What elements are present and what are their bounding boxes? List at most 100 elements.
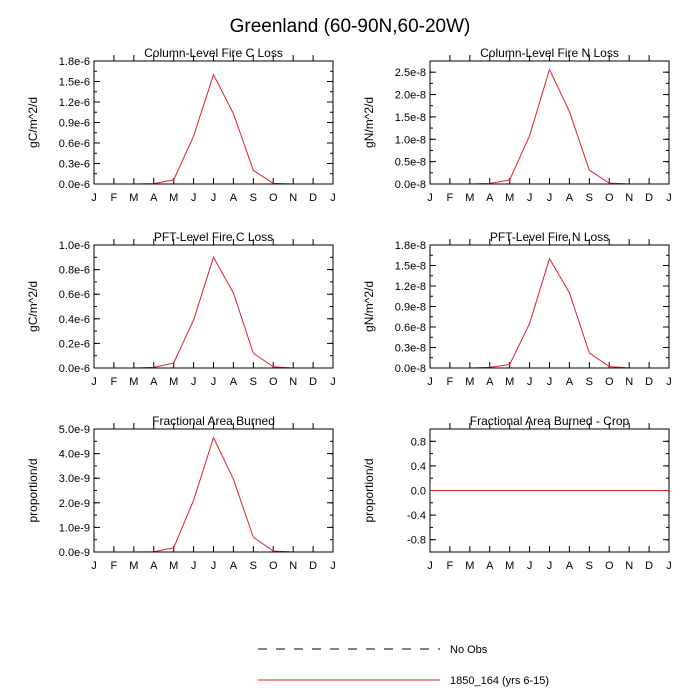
- x-tick-label: J: [527, 376, 533, 388]
- y-tick-label: -0.8: [407, 535, 426, 547]
- y-tick-label: 1.8e-8: [395, 240, 426, 252]
- x-tick-label: J: [91, 376, 97, 388]
- x-tick-label: N: [625, 376, 633, 388]
- series-line: [94, 256, 333, 369]
- x-tick-label: S: [586, 376, 593, 388]
- y-tick-label: 0.0e-9: [59, 547, 90, 559]
- series-line: [430, 257, 669, 369]
- x-tick-label: A: [566, 376, 574, 388]
- x-tick-label: O: [605, 560, 614, 572]
- chart-title: PFT-Level Fire N Loss: [490, 230, 609, 244]
- y-axis-label: gN/m^2/d: [362, 281, 376, 332]
- legend-model-label: 1850_164 (yrs 6-15): [450, 675, 549, 687]
- y-tick-label: 0.0e-8: [395, 179, 426, 191]
- legend: No Obs 1850_164 (yrs 6-15): [258, 644, 549, 687]
- x-tick-label: M: [129, 192, 138, 204]
- x-tick-label: A: [486, 560, 494, 572]
- x-tick-label: J: [211, 192, 217, 204]
- plot-frame: [429, 244, 670, 369]
- x-tick-label: J: [666, 560, 672, 572]
- y-tick-label: 0.6e-6: [59, 138, 90, 150]
- y-tick-label: 5.0e-9: [59, 424, 90, 436]
- legend-no-obs-label: No Obs: [450, 644, 488, 656]
- figure-title: Greenland (60-90N,60-20W): [230, 16, 471, 37]
- x-tick-label: M: [169, 560, 178, 572]
- x-tick-label: F: [111, 560, 118, 572]
- x-tick-label: J: [191, 192, 197, 204]
- x-tick-label: M: [505, 376, 514, 388]
- x-tick-label: M: [505, 192, 514, 204]
- y-axis-label: gN/m^2/d: [362, 97, 376, 148]
- y-tick-label: 1.0e-9: [59, 522, 90, 534]
- x-tick-label: A: [230, 192, 238, 204]
- y-tick-label: 0.4e-6: [59, 314, 90, 326]
- x-tick-label: J: [330, 192, 336, 204]
- y-tick-label: 0.6e-8: [395, 322, 426, 334]
- x-tick-label: M: [465, 560, 474, 572]
- series-line: [430, 68, 669, 185]
- y-tick-label: 2.0e-9: [59, 498, 90, 510]
- x-tick-label: M: [169, 376, 178, 388]
- y-tick-label: 2.0e-8: [395, 90, 426, 102]
- x-tick-label: M: [465, 192, 474, 204]
- x-tick-label: N: [289, 560, 297, 572]
- y-axis-label: gC/m^2/d: [26, 97, 40, 148]
- x-tick-label: A: [230, 376, 238, 388]
- plot-frame: [93, 244, 334, 369]
- x-tick-label: F: [447, 376, 454, 388]
- x-tick-label: F: [111, 376, 118, 388]
- y-tick-label: 1.0e-8: [395, 134, 426, 146]
- x-tick-label: D: [309, 192, 317, 204]
- chart-title: Column-Level Fire N Loss: [480, 46, 619, 60]
- x-tick-label: J: [527, 192, 533, 204]
- x-tick-label: F: [111, 192, 118, 204]
- x-tick-label: J: [527, 560, 533, 572]
- y-tick-label: 0.9e-6: [59, 118, 90, 130]
- x-tick-label: O: [269, 560, 278, 572]
- x-tick-label: A: [566, 192, 574, 204]
- y-tick-label: 1.2e-8: [395, 281, 426, 293]
- y-tick-label: 0.0e-6: [59, 179, 90, 191]
- y-axis-label: proportion/d: [26, 458, 40, 522]
- x-tick-label: J: [330, 376, 336, 388]
- series-line: [94, 436, 333, 553]
- chart-title: Fractional Area Burned: [152, 414, 275, 428]
- x-tick-label: F: [447, 560, 454, 572]
- x-tick-label: M: [465, 376, 474, 388]
- x-tick-label: O: [269, 376, 278, 388]
- x-tick-label: M: [505, 560, 514, 572]
- x-tick-label: M: [169, 192, 178, 204]
- x-tick-label: D: [645, 376, 653, 388]
- plot-frame: [93, 60, 334, 185]
- y-tick-label: 1.0e-6: [59, 240, 90, 252]
- x-tick-label: J: [191, 560, 197, 572]
- x-tick-label: N: [625, 560, 633, 572]
- y-tick-label: 1.5e-8: [395, 261, 426, 273]
- y-tick-label: 0.8: [411, 436, 426, 448]
- y-tick-label: 0.0e-8: [395, 363, 426, 375]
- chart-title: PFT-Level Fire C Loss: [154, 230, 273, 244]
- x-tick-label: N: [625, 192, 633, 204]
- x-tick-label: F: [447, 192, 454, 204]
- x-tick-label: J: [666, 376, 672, 388]
- x-tick-label: N: [289, 192, 297, 204]
- x-tick-label: A: [150, 560, 158, 572]
- y-tick-label: 1.5e-8: [395, 112, 426, 124]
- plot-frame: [429, 428, 670, 553]
- x-tick-label: S: [586, 560, 593, 572]
- x-tick-label: A: [150, 376, 158, 388]
- y-tick-label: 0.4: [411, 461, 426, 473]
- x-tick-label: A: [230, 560, 238, 572]
- y-tick-label: 0.5e-8: [395, 157, 426, 169]
- y-tick-label: 0.3e-8: [395, 343, 426, 355]
- x-tick-label: D: [309, 376, 317, 388]
- y-axis-label: proportion/d: [362, 458, 376, 522]
- y-tick-label: 4.0e-9: [59, 449, 90, 461]
- chart-title: Column-Level Fire C Loss: [144, 46, 283, 60]
